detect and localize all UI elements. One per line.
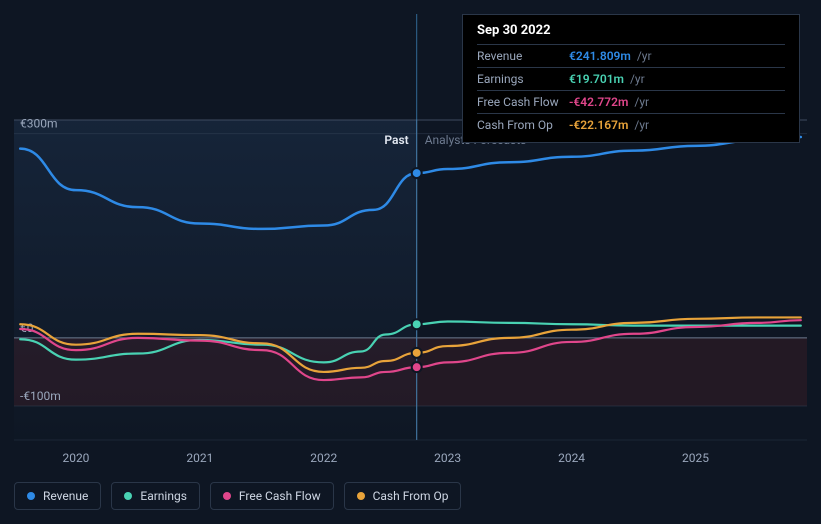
svg-text:2025: 2025 bbox=[682, 451, 709, 465]
legend-item-earnings[interactable]: Earnings bbox=[111, 482, 200, 510]
tooltip-unit: /yr bbox=[634, 118, 649, 132]
svg-text:2023: 2023 bbox=[434, 451, 461, 465]
legend-item-revenue[interactable]: Revenue bbox=[14, 482, 101, 510]
legend-label: Free Cash Flow bbox=[239, 489, 321, 503]
svg-text:2022: 2022 bbox=[310, 451, 337, 465]
tooltip-title: Sep 30 2022 bbox=[477, 23, 785, 38]
tooltip-row-fcf: Free Cash Flow -€42.772m/yr bbox=[477, 90, 785, 113]
legend-marker-icon bbox=[124, 492, 132, 500]
svg-text:2020: 2020 bbox=[62, 451, 89, 465]
tooltip-label: Revenue bbox=[477, 49, 565, 63]
legend-marker-icon bbox=[27, 492, 35, 500]
tooltip-unit: /yr bbox=[637, 49, 652, 63]
legend-item-fcf[interactable]: Free Cash Flow bbox=[210, 482, 334, 510]
tooltip-unit: /yr bbox=[630, 72, 645, 86]
svg-text:€0: €0 bbox=[20, 321, 34, 335]
legend-label: Earnings bbox=[140, 489, 187, 503]
svg-text:-€100m: -€100m bbox=[20, 389, 61, 403]
svg-text:Past: Past bbox=[384, 133, 408, 147]
tooltip-label: Cash From Op bbox=[477, 118, 565, 132]
svg-text:2024: 2024 bbox=[558, 451, 585, 465]
legend-label: Cash From Op bbox=[373, 489, 449, 503]
legend-label: Revenue bbox=[43, 489, 88, 503]
legend-item-cfo[interactable]: Cash From Op bbox=[344, 482, 462, 510]
tooltip-label: Earnings bbox=[477, 72, 565, 86]
svg-text:2021: 2021 bbox=[186, 451, 213, 465]
chart-legend: Revenue Earnings Free Cash Flow Cash From O… bbox=[14, 482, 461, 510]
tooltip-value: €19.701m bbox=[569, 72, 624, 86]
legend-marker-icon bbox=[223, 492, 231, 500]
tooltip-row-revenue: Revenue €241.809m/yr bbox=[477, 44, 785, 67]
chart-tooltip: Sep 30 2022 Revenue €241.809m/yr Earnings €… bbox=[462, 14, 800, 143]
tooltip-label: Free Cash Flow bbox=[477, 95, 565, 109]
tooltip-row-cfo: Cash From Op -€22.167m/yr bbox=[477, 113, 785, 136]
tooltip-value: €241.809m bbox=[569, 49, 631, 63]
svg-text:€300m: €300m bbox=[20, 117, 58, 131]
tooltip-row-earnings: Earnings €19.701m/yr bbox=[477, 67, 785, 90]
tooltip-unit: /yr bbox=[634, 95, 649, 109]
legend-marker-icon bbox=[357, 492, 365, 500]
tooltip-value: -€42.772m bbox=[569, 95, 628, 109]
tooltip-value: -€22.167m bbox=[569, 118, 628, 132]
